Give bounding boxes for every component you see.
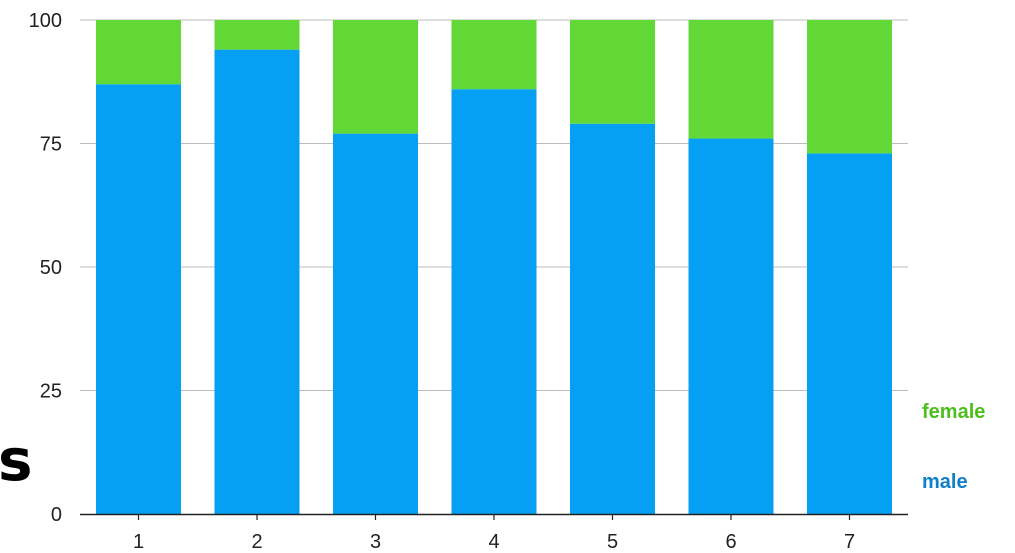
bar-female-6 xyxy=(688,20,774,139)
bar-male-3 xyxy=(333,133,418,514)
x-tick-label: 2 xyxy=(251,531,262,553)
bar-female-2 xyxy=(214,20,300,50)
bar-male-1 xyxy=(96,84,181,514)
legend-male-label: male xyxy=(922,471,968,493)
bar-female-3 xyxy=(333,20,418,134)
legend-female-label: female xyxy=(922,401,985,423)
bar-female-7 xyxy=(807,20,892,154)
bar-male-6 xyxy=(688,138,774,514)
bar-female-5 xyxy=(570,20,655,124)
x-tick-label: 4 xyxy=(488,531,499,553)
x-axis-ticks: 1 2 3 4 5 6 7 xyxy=(133,514,855,553)
x-tick-label: 5 xyxy=(607,531,618,553)
x-tick-label: 1 xyxy=(133,531,144,553)
y-tick-label: 100 xyxy=(29,10,62,32)
y-axis-ticks: 0 25 50 75 100 xyxy=(29,10,62,526)
y-tick-label: 75 xyxy=(40,134,62,156)
cropped-letter: s xyxy=(0,426,33,494)
x-tick-label: 7 xyxy=(844,531,855,553)
bar-female-4 xyxy=(451,20,537,90)
bar-male-4 xyxy=(451,89,537,514)
y-tick-label: 0 xyxy=(51,504,62,526)
bars xyxy=(96,20,892,515)
bar-male-2 xyxy=(214,49,300,514)
y-tick-label: 25 xyxy=(40,381,62,403)
x-tick-label: 3 xyxy=(370,531,381,553)
bar-male-5 xyxy=(570,123,655,515)
y-tick-label: 50 xyxy=(40,257,62,279)
bar-female-1 xyxy=(96,20,181,85)
bar-male-7 xyxy=(807,153,892,514)
x-tick-label: 6 xyxy=(725,531,736,553)
